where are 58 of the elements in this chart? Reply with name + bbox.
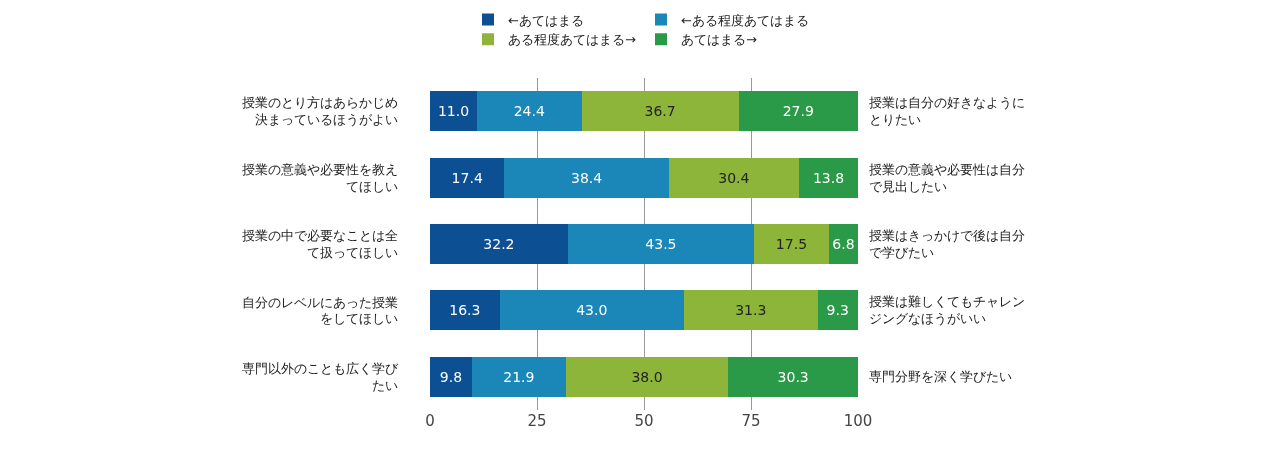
x-tick-label: 0 [425, 412, 435, 430]
data-label: 38.4 [571, 169, 603, 186]
legend-label: あてはまる→ [681, 32, 757, 48]
bar [430, 290, 500, 331]
bar [728, 356, 858, 397]
data-label: 17.4 [451, 169, 483, 186]
y2-tick-label: 授業は難しくてもチャレンジングなほうがいい [869, 294, 1025, 326]
y-tick-label: 授業のとり方はあらかじめ決まっているほうがよい [242, 95, 399, 128]
bar [668, 157, 799, 198]
y-tick-label: 授業の意義や必要性を教えてほしい [242, 161, 399, 194]
x-tick-label: 75 [741, 412, 761, 430]
bar [683, 290, 818, 331]
bar [581, 91, 739, 132]
legend-label: ある程度あてはまる→ [508, 32, 636, 48]
bar [430, 224, 568, 264]
data-label: 43.5 [645, 236, 677, 252]
legend-label: ←あてはまる [508, 12, 584, 28]
data-label: 11.0 [437, 103, 470, 120]
data-label: 17.5 [775, 236, 808, 252]
data-label: 9.3 [826, 302, 849, 319]
legend-label: ←ある程度あてはまる [681, 12, 809, 28]
bar [499, 290, 684, 331]
data-label: 32.2 [483, 236, 515, 252]
y2-tick-label: 授業の意義や必要性は自分で見出したい [869, 162, 1025, 194]
bar [504, 157, 669, 198]
data-label: 30.3 [777, 368, 809, 385]
bar [477, 91, 582, 132]
y-tick-label: 専門以外のことも広く学びたい [242, 360, 400, 393]
bar [798, 157, 858, 198]
bar [471, 356, 566, 397]
data-label: 38.0 [631, 368, 663, 385]
bar [754, 224, 829, 264]
data-label: 13.8 [812, 169, 845, 186]
data-label: 30.4 [718, 169, 750, 186]
bar [430, 91, 478, 132]
y2-tick-label: 専門分野を深く学びたい [869, 369, 1012, 384]
y-tick-label: 自分のレベルにあった授業をしてほしい [242, 294, 399, 327]
y2-tick-label: 授業は自分の好きなようにとりたい [869, 95, 1025, 127]
x-tick-label: 50 [634, 412, 654, 430]
data-label: 31.3 [735, 302, 767, 319]
x-tick-label: 100 [843, 412, 873, 430]
bar [738, 91, 858, 132]
bar [817, 290, 858, 331]
data-label: 21.9 [503, 368, 535, 385]
bar [430, 356, 472, 397]
bar [430, 157, 505, 198]
data-label: 36.7 [644, 103, 676, 120]
data-label: 6.8 [832, 236, 855, 252]
bar [565, 356, 729, 397]
bar [567, 224, 754, 264]
data-label: 24.4 [513, 103, 545, 120]
data-label: 16.3 [449, 302, 481, 319]
x-tick-label: 25 [527, 412, 547, 430]
data-label: 27.9 [782, 103, 814, 120]
y-tick-label: 授業の中で必要なことは全て扱ってほしい [242, 228, 399, 260]
data-label: 43.0 [576, 302, 608, 319]
data-label: 9.8 [439, 368, 463, 385]
y2-tick-label: 授業はきっかけで後は自分で学びたい [869, 228, 1025, 260]
